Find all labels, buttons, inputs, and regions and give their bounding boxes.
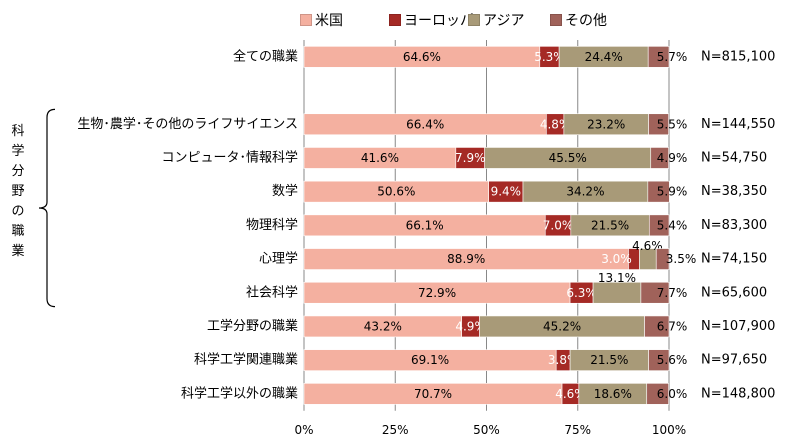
x-tick-label: 50% [473,423,500,437]
n-label: N=97,650 [701,353,767,368]
data-label: 6.3% [566,286,597,300]
data-label: 13.1% [598,271,636,285]
bar-segment [592,281,642,304]
category-label: 物理科学 [246,217,298,233]
data-label: 6.0% [657,387,688,401]
category-label: 科学工学以外の職業 [181,385,298,401]
data-label: 7.9% [455,151,486,165]
data-label: 66.4% [406,117,444,131]
legend-label: アジア [483,13,525,29]
bar-segment [655,248,670,270]
category-label: 数学 [272,183,298,199]
data-label: 21.5% [591,218,629,232]
bar-segment [650,147,669,169]
legend-label: ヨーロッパ [404,13,474,29]
data-label: 4.9% [455,319,486,333]
data-label: 7.7% [657,286,688,300]
data-label: 50.6% [377,185,415,199]
legend-label: 米国 [315,13,343,29]
data-label: 7.0% [543,218,574,232]
category-label: 生物･農学･その他のライフサイエンス [77,116,298,132]
legend-item: その他 [550,10,607,30]
bar-segment [648,113,669,136]
n-label: N=83,300 [701,218,767,233]
x-tick-label: 0% [294,423,313,437]
data-label: 5.9% [657,185,688,199]
bar-segment [640,281,670,304]
legend-swatch [550,14,562,26]
category-label: コンピュータ･情報科学 [161,149,298,165]
data-label: 4.6% [632,239,663,253]
data-label: 21.5% [590,353,628,367]
data-label: 5.7% [657,50,688,64]
n-label: N=107,900 [701,319,775,334]
data-label: 45.5% [549,151,587,165]
x-tick-label: 75% [564,423,591,437]
category-label: 科学工学関連職業 [194,352,298,368]
n-label: N=54,750 [701,150,767,165]
data-label: 43.2% [364,319,402,333]
bar-segment [647,180,670,203]
data-label: 66.1% [406,218,444,232]
x-tick-label: 25% [382,423,409,437]
x-tick-label: 100% [652,423,686,437]
n-label: N=144,550 [701,117,775,132]
data-label: 24.4% [585,50,623,64]
legend-swatch [300,14,312,26]
group-bracket [38,108,56,308]
data-label: 4.9% [657,151,688,165]
chart-legend: 米国 ヨーロッパ アジア その他 [0,10,800,30]
data-label: 88.9% [447,252,485,266]
data-label: 4.8% [540,117,571,131]
n-label: N=65,600 [701,285,767,300]
data-label: 5.4% [657,218,688,232]
group-label-science-occupations: 科 学 分 野 の 職 業 [11,124,25,259]
data-label: 5.5% [657,117,688,131]
category-label: 工学分野の職業 [207,318,298,334]
data-label: 69.1% [411,353,449,367]
legend-swatch [389,14,401,26]
n-label: N=38,350 [701,184,767,199]
data-label: 3.5% [666,252,697,266]
bar-segment [648,214,670,237]
data-label: 72.9% [418,286,456,300]
data-label: 64.6% [403,50,441,64]
data-label: 6.7% [657,319,688,333]
bar-segment [648,349,670,371]
data-label: 23.2% [587,117,625,131]
legend-swatch [468,14,480,26]
data-label: 41.6% [361,151,399,165]
data-label: 5.3% [534,50,565,64]
category-label: 心理学 [259,251,298,267]
data-label: 4.6% [555,387,586,401]
category-label: 社会科学 [246,284,298,300]
legend-item: アジア [468,10,524,30]
data-label: 34.2% [566,185,604,199]
data-label: 3.0% [601,252,632,266]
n-label: N=74,150 [701,252,767,267]
data-label: 9.4% [491,185,522,199]
legend-item: ヨーロッパ [389,10,474,30]
bar-segment [647,46,670,68]
data-label: 5.6% [657,353,688,367]
n-label: N=815,100 [701,49,775,64]
legend-label: その他 [565,13,607,29]
data-label: 70.7% [414,387,452,401]
bar-segment [644,315,670,338]
legend-item: 米国 [300,10,343,30]
category-label: 全ての職業 [233,48,298,64]
data-label: 45.2% [543,319,581,333]
n-label: N=148,800 [701,386,775,401]
data-label: 18.6% [594,387,632,401]
bar-segment [646,383,669,405]
